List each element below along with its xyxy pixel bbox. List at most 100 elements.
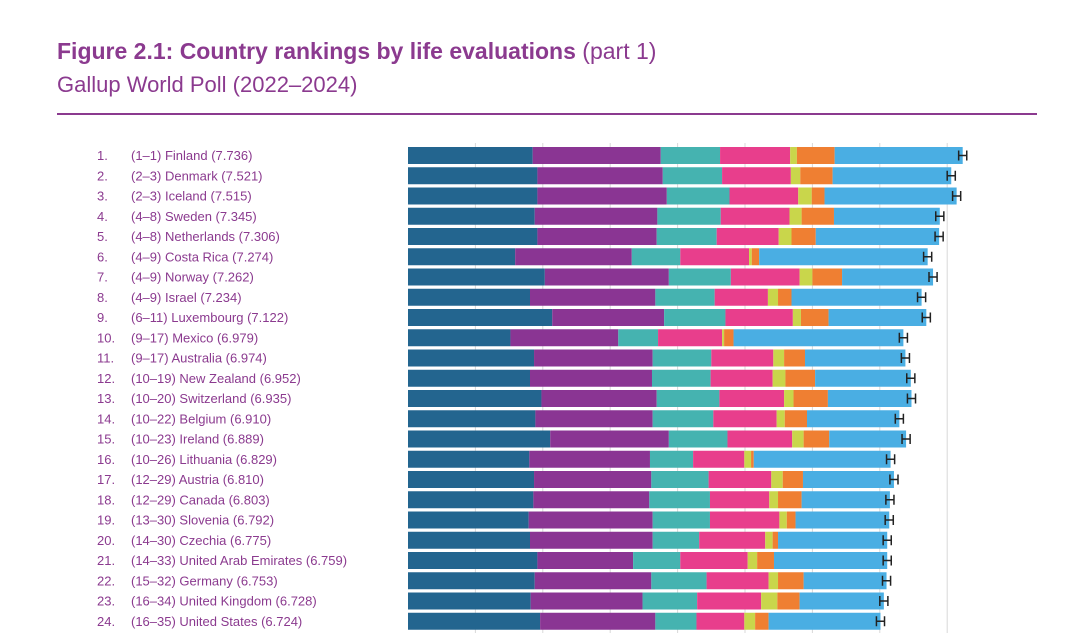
bar-segment [799,592,884,610]
country-label: (12–29) Austria (6.810) [131,472,264,487]
error-bar [957,150,968,161]
bar-segment [664,309,726,326]
bar-segment [778,288,792,306]
error-bar [906,373,916,384]
bar-segment [769,491,779,509]
bar-segment [533,491,650,509]
country-label: (10–26) Lithuania (6.829) [131,452,277,467]
bar-segment [722,329,725,347]
bar-segment [649,450,694,468]
bars [408,147,968,630]
rank-number: 14. [97,411,115,426]
bar-segment [408,511,529,529]
country-label: (15–32) Germany (6.753) [131,573,278,588]
bar-segment [655,612,697,630]
bar-segment [652,410,714,428]
bar-segment [408,207,535,225]
bar-segment [791,228,816,245]
bar-segment [744,450,752,468]
bar-segment [833,207,940,225]
bar-segment [709,491,770,509]
bar-segment [789,207,802,225]
bar-segment [803,430,830,448]
bar-segment [719,390,785,407]
bar-segment [800,167,833,185]
country-label: (4–8) Netherlands (7.306) [131,229,280,244]
error-bar [879,596,889,606]
bar-segment [773,349,785,367]
country-label: (4–9) Israel (7.234) [131,290,242,305]
bar-segment [408,471,535,488]
bar-segment [778,491,802,509]
country-label: (10–19) New Zealand (6.952) [131,371,301,386]
chart-title: Figure 2.1: Country rankings by life eva… [57,38,656,65]
bar-segment [510,329,619,347]
rank-number: 13. [97,391,115,406]
bar-segment [535,410,653,428]
rank-number: 4. [97,209,108,224]
bar-segment [727,430,793,448]
bar-segment [733,329,904,347]
bar-segment [530,592,643,610]
bar-segment [408,572,535,590]
bar-segment [408,450,530,468]
bar-segment [795,511,890,529]
error-bar [881,575,892,586]
bar-segment [697,592,762,610]
bar-segment [656,390,720,407]
rank-number: 7. [97,270,108,285]
bar-segment [651,369,711,387]
bar-segment [408,430,551,448]
bar-segment [544,268,669,286]
country-label: (6–11) Luxembourg (7.122) [131,310,288,325]
bar-segment [706,572,769,590]
bar-segment [771,471,783,488]
bar-segment [716,228,779,245]
bar-segment [824,187,957,205]
country-label: (13–30) Slovenia (6.792) [131,513,274,528]
bar-segment [552,309,665,326]
row-labels: 1. (1–1) Finland (7.736) 2. (2–3) Denmark (… [97,148,347,629]
country-label: (9–17) Australia (6.974) [131,351,267,366]
bar-segment [662,167,723,185]
bar-segment [802,471,894,488]
bar-segment [541,390,657,407]
bar-segment [408,167,538,185]
bar-segment [720,147,791,164]
bar-segment [730,268,800,286]
bar-segment [784,390,794,407]
bar-segment [534,471,652,488]
rank-number: 22. [97,573,115,588]
bar-segment [778,572,804,590]
rank-number: 20. [97,533,115,548]
bar-segment [408,390,542,407]
country-label: (12–29) Canada (6.803) [131,492,270,507]
bar-segment [778,228,792,245]
title-divider [57,113,1037,115]
bar-segment [713,410,777,428]
country-label: (1–1) Finland (7.736) [131,148,252,163]
bar-segment [803,572,887,590]
bar-segment [790,167,801,185]
bar-segment [786,511,796,529]
bar-segment [832,167,952,185]
bar-segment [777,592,800,610]
bar-segment [815,369,911,387]
bar-segment [811,187,825,205]
bar-segment [652,531,700,549]
bar-segment [408,349,535,367]
bar-segment [778,531,888,549]
bar-segment [799,268,813,286]
bar-segment [708,471,772,488]
bar-segment [534,572,652,590]
bar-segment [759,248,928,266]
rank-number: 11. [97,351,114,366]
bar-segment [751,450,754,468]
bar-segment [649,491,710,509]
error-bar [934,211,945,222]
rank-number: 2. [97,168,108,183]
bar-segment [668,268,731,286]
bar-segment [842,268,934,286]
rank-number: 16. [97,452,115,467]
bar-segment [540,612,656,630]
